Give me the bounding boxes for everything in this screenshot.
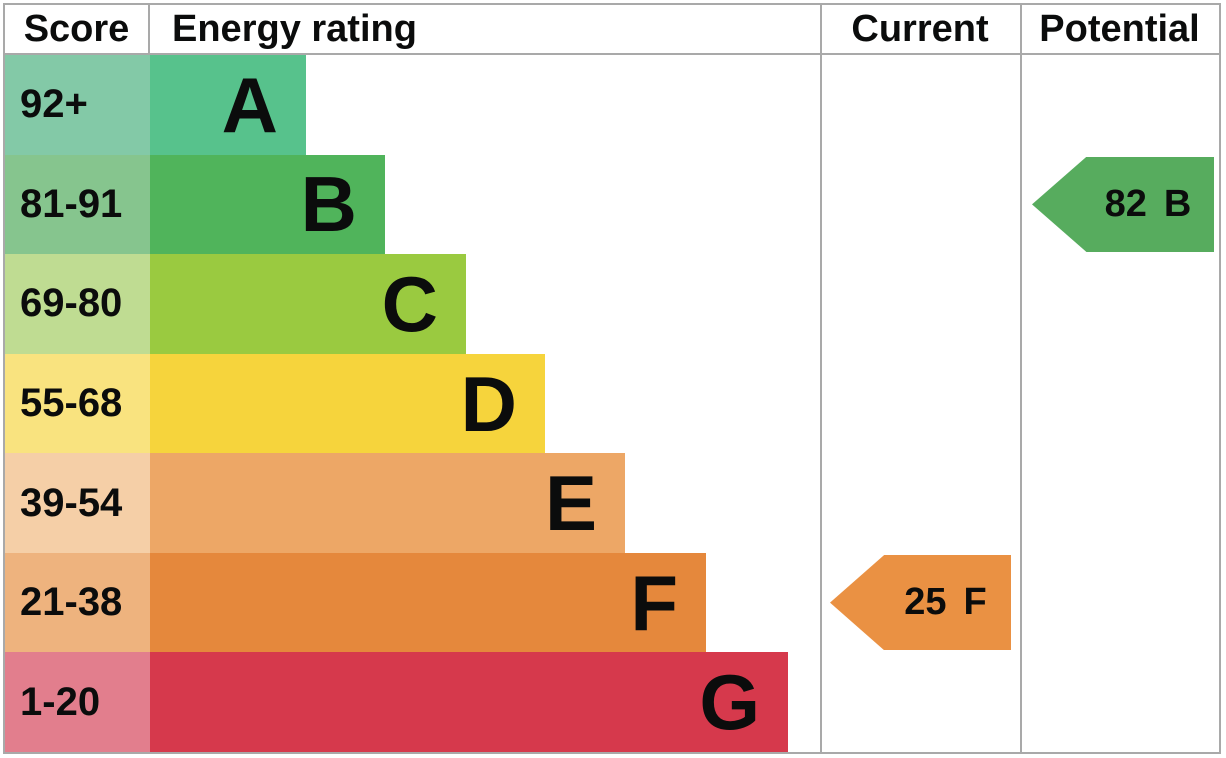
- band-bar-d: D: [150, 353, 545, 454]
- band-rows: 92+ A 81-91 B 69-80 C 55-68 D 39-54 E 21-38 F 1-20 G: [5, 55, 1219, 753]
- band-row-c: 69-80 C: [5, 254, 1219, 354]
- header-score-label: Score: [23, 7, 130, 50]
- band-bar-b: B: [150, 154, 385, 255]
- band-row-g: 1-20 G: [5, 652, 1219, 753]
- band-score-range: 39-54: [5, 453, 150, 553]
- band-row-e: 39-54 E: [5, 453, 1219, 553]
- header-potential-label: Potential: [1039, 7, 1200, 50]
- header-current-label: Current: [851, 7, 989, 50]
- band-bar-e: E: [150, 453, 625, 553]
- band-bar-c: C: [150, 254, 466, 354]
- band-row-b: 81-91 B: [5, 154, 1219, 255]
- band-score-range: 21-38: [5, 552, 150, 653]
- band-score-range: 81-91: [5, 154, 150, 255]
- potential-rating-letter: B: [1163, 182, 1192, 225]
- current-rating-value: 25: [904, 581, 947, 624]
- current-rating-letter: F: [963, 581, 987, 624]
- potential-rating-value: 82: [1104, 182, 1147, 225]
- band-bar-g: G: [150, 652, 788, 753]
- band-row-f: 21-38 F: [5, 552, 1219, 653]
- score-column-divider: [148, 5, 150, 53]
- current-column-divider: [820, 5, 822, 752]
- header-row: Score Energy rating Current Potential: [5, 5, 1219, 55]
- band-bar-f: F: [150, 552, 706, 653]
- band-score-range: 1-20: [5, 652, 150, 753]
- epc-table: Score Energy rating Current Potential 92…: [3, 3, 1221, 754]
- band-score-range: 69-80: [5, 254, 150, 354]
- band-bar-a: A: [150, 55, 306, 155]
- potential-column-divider: [1020, 5, 1022, 752]
- band-score-range: 55-68: [5, 353, 150, 454]
- bands-area: 92+ A 81-91 B 69-80 C 55-68 D 39-54 E 21-38 F 1-20 G …: [5, 55, 1219, 753]
- band-row-a: 92+ A: [5, 55, 1219, 155]
- header-energy-rating-label: Energy rating: [172, 7, 417, 50]
- band-row-d: 55-68 D: [5, 353, 1219, 454]
- band-score-range: 92+: [5, 55, 150, 155]
